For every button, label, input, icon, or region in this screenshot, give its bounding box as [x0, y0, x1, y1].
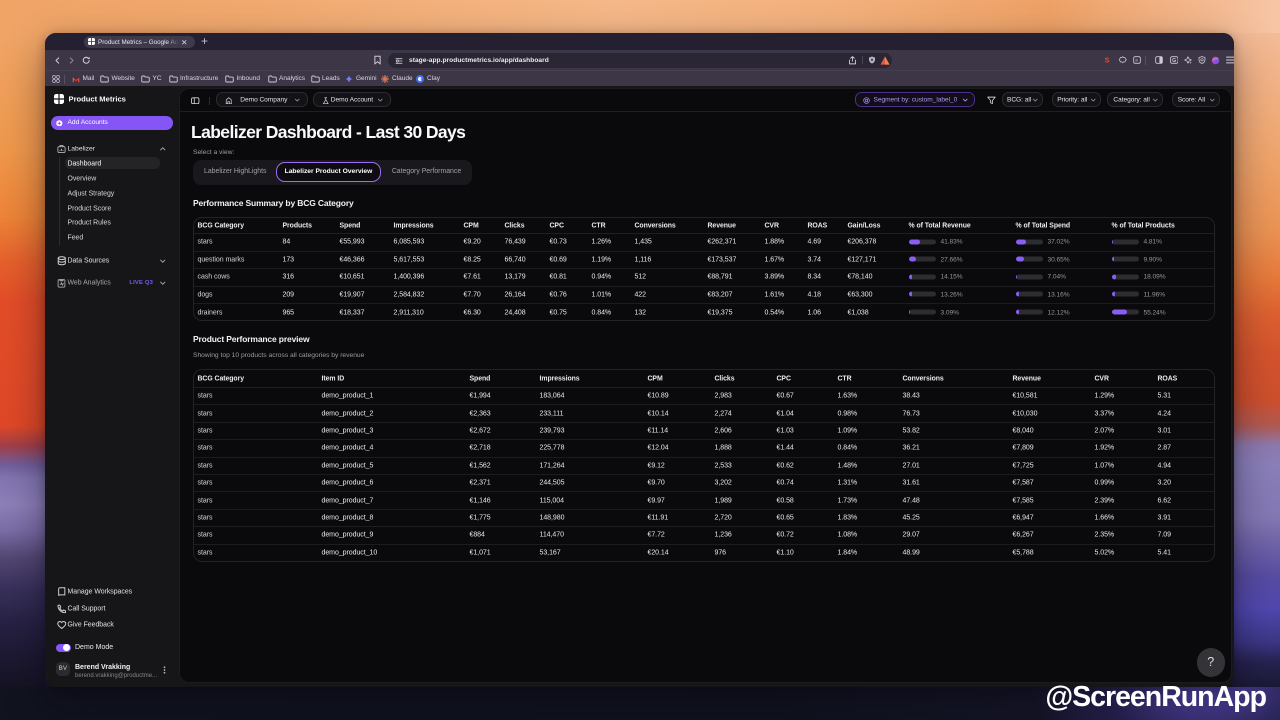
svg-text:S: S [1105, 56, 1110, 64]
svg-text:G: G [1172, 58, 1176, 64]
svg-text:a: a [1135, 58, 1138, 63]
